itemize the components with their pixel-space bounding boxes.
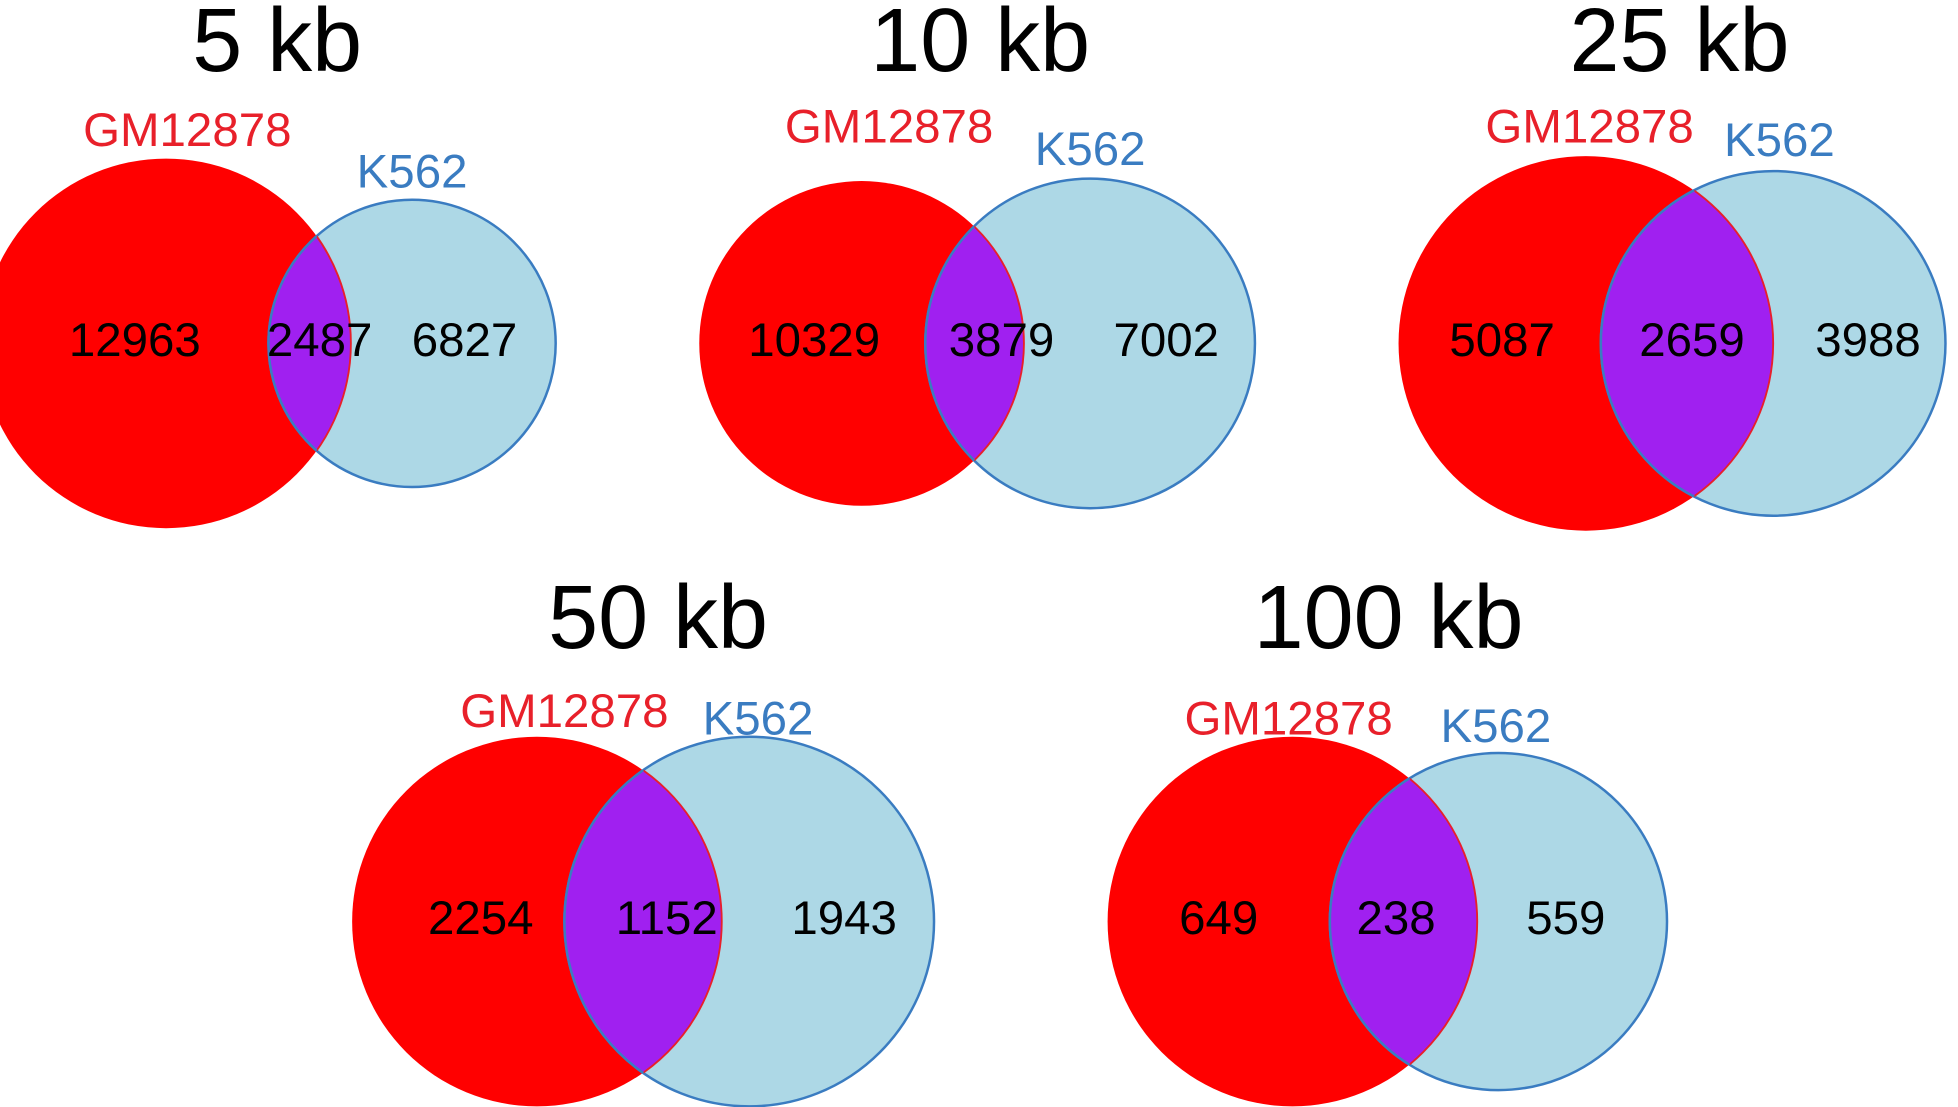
overlap-region xyxy=(1329,752,1478,1091)
overlap-edge xyxy=(1599,169,1774,517)
set-b-label: K562 xyxy=(1035,123,1146,176)
overlap-edge xyxy=(1600,171,1775,516)
count-only-b: 1943 xyxy=(791,892,897,945)
venn-panel: 5 kb GM12878 K562 12963 2487 6827 xyxy=(0,0,557,529)
panel-title: 50 kb xyxy=(548,568,768,668)
count-both: 238 xyxy=(1356,892,1435,945)
count-only-a: 10329 xyxy=(748,314,880,367)
set-a-circle xyxy=(0,158,351,529)
count-only-b: 3988 xyxy=(1815,314,1921,367)
count-both: 1152 xyxy=(616,892,718,945)
overlap-edge xyxy=(267,198,351,489)
count-only-a: 5087 xyxy=(1449,314,1555,367)
panel-title: 25 kb xyxy=(1570,0,1790,91)
set-a-label: GM12878 xyxy=(1485,100,1693,153)
count-only-b: 559 xyxy=(1526,892,1605,945)
count-only-b: 6827 xyxy=(412,314,518,367)
count-only-a: 2254 xyxy=(428,892,534,945)
panel-title: 5 kb xyxy=(192,0,362,91)
overlap-edge xyxy=(1328,751,1478,1092)
set-a-label: GM12878 xyxy=(460,685,668,738)
set-b-label: K562 xyxy=(703,692,814,745)
set-a-label: GM12878 xyxy=(1184,692,1392,745)
overlap-edge xyxy=(564,736,723,1107)
overlap-edge xyxy=(1329,752,1479,1091)
panel-title: 100 kb xyxy=(1254,568,1524,668)
venn-panel: 50 kb GM12878 K562 2254 1152 1943 xyxy=(352,568,936,1107)
count-only-a: 12963 xyxy=(69,314,201,367)
set-a-label: GM12878 xyxy=(785,100,993,153)
venn-panel: 100 kb GM12878 K562 649 238 559 xyxy=(1107,568,1669,1107)
count-both: 3879 xyxy=(949,314,1055,367)
count-only-a: 649 xyxy=(1179,892,1258,945)
panel-title: 10 kb xyxy=(870,0,1090,91)
overlap-edge xyxy=(268,199,352,487)
set-b-label: K562 xyxy=(357,145,468,198)
venn-panel: 10 kb GM12878 K562 10329 3879 7002 xyxy=(699,0,1257,510)
set-a-circle xyxy=(699,181,1024,506)
count-only-b: 7002 xyxy=(1114,314,1220,367)
set-b-label: K562 xyxy=(1724,114,1835,167)
set-b-label: K562 xyxy=(1441,700,1552,753)
overlap-edge xyxy=(563,736,722,1107)
venn-panel: 25 kb GM12878 K562 5087 2659 3988 xyxy=(1398,0,1947,531)
overlap-edge xyxy=(925,180,1025,507)
count-both: 2487 xyxy=(267,314,373,367)
count-both: 2659 xyxy=(1639,314,1745,367)
overlap-edge xyxy=(924,181,1024,506)
overlap-region xyxy=(564,736,722,1107)
set-a-label: GM12878 xyxy=(83,104,291,157)
overlap-region xyxy=(1600,171,1774,516)
